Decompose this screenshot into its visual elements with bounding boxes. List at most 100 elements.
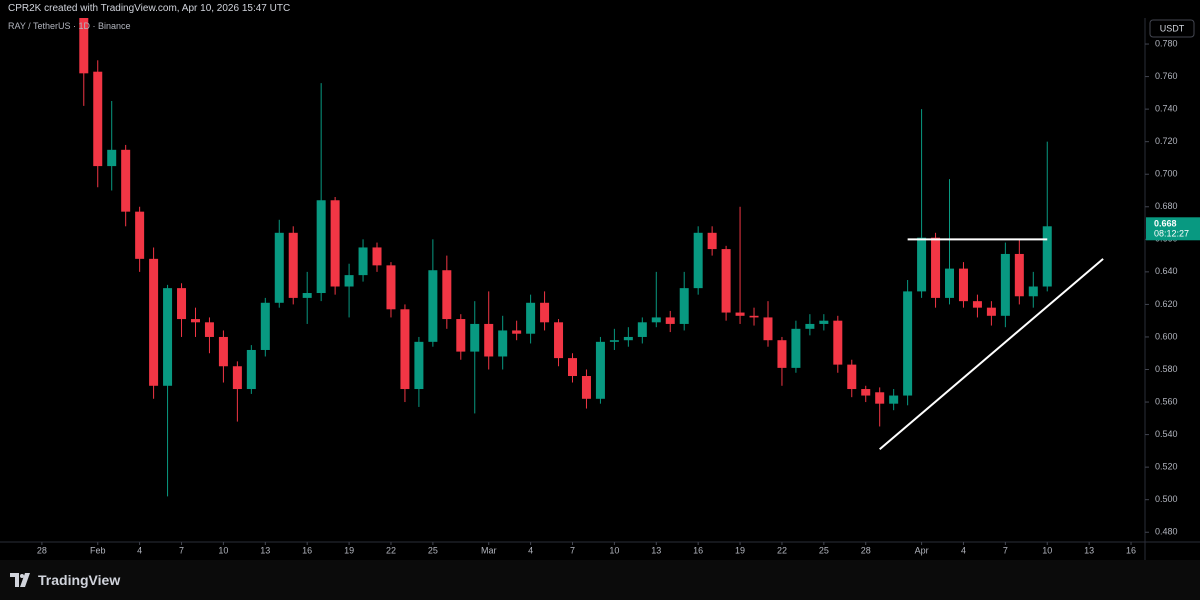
symbol-title: RAY / TetherUS · 1D · Binance	[8, 21, 131, 31]
candle-body	[93, 71, 103, 167]
y-tick-label: 0.640	[1155, 266, 1178, 276]
candle-body	[581, 376, 591, 399]
candle-body	[428, 270, 438, 342]
y-tick-label: 0.780	[1155, 38, 1178, 48]
footer-text: TradingView	[38, 572, 121, 588]
candle-body	[735, 312, 745, 316]
candle-body	[512, 330, 522, 334]
candle-body	[484, 323, 494, 357]
candle-body	[232, 366, 242, 390]
y-tick-label: 0.600	[1155, 331, 1178, 341]
candle-body	[274, 232, 284, 303]
candle-body	[1042, 226, 1052, 287]
candle-body	[246, 349, 256, 390]
x-tick-label: 10	[218, 545, 228, 555]
candle-body	[721, 249, 731, 313]
candle-body	[204, 322, 214, 337]
candle-body	[693, 232, 703, 289]
candle-body	[540, 302, 550, 323]
candle-body	[833, 320, 843, 365]
y-tick-label: 0.480	[1155, 527, 1178, 537]
candle-body	[1028, 286, 1038, 297]
candle-body	[149, 258, 159, 386]
candle-body	[609, 340, 619, 342]
x-tick-label: 16	[1126, 545, 1136, 555]
currency-box	[1149, 19, 1195, 38]
x-tick-label: 28	[861, 545, 871, 555]
candle-body	[917, 237, 927, 292]
logo-icon	[10, 573, 30, 587]
candle-body	[763, 317, 773, 341]
candle-body	[819, 320, 829, 324]
x-tick-label: Apr	[915, 545, 929, 555]
x-tick-label: 16	[302, 545, 312, 555]
candle-body	[456, 319, 466, 352]
footer-logo: TradingView	[10, 572, 120, 588]
y-tick-label: 0.680	[1155, 201, 1178, 211]
candle-body	[945, 268, 955, 298]
x-tick-label: 22	[386, 545, 396, 555]
candle-body	[177, 288, 187, 320]
x-tick-label: 7	[179, 545, 184, 555]
x-tick-label: 13	[1084, 545, 1094, 555]
y-tick-label: 0.540	[1155, 429, 1178, 439]
candle-body	[903, 291, 913, 396]
x-tick-label: 7	[1003, 545, 1008, 555]
countdown-label: 08:12:27	[1154, 229, 1189, 239]
y-tick-label: 0.760	[1155, 71, 1178, 81]
candle-body	[414, 341, 424, 390]
trendline	[879, 258, 1104, 451]
x-tick-label: 19	[735, 545, 745, 555]
currency: USDT	[1160, 23, 1185, 33]
footer-bar	[0, 560, 1200, 600]
candle-body	[121, 149, 131, 212]
candle-body	[595, 341, 605, 399]
candle-body	[805, 323, 815, 329]
candle-body	[470, 323, 480, 352]
y-tick-label: 0.560	[1155, 396, 1178, 406]
candle-body	[749, 315, 759, 318]
candle-body	[777, 340, 787, 368]
candle-body	[526, 302, 536, 334]
candle-body	[386, 265, 396, 310]
candle-body	[218, 336, 228, 367]
y-tick-label: 0.520	[1155, 462, 1178, 472]
y-tick-label: 0.580	[1155, 364, 1178, 374]
x-tick-label: 4	[528, 545, 533, 555]
candle-body	[107, 149, 117, 167]
candle-body	[344, 275, 354, 287]
candle-body	[791, 328, 801, 368]
candle-body	[958, 268, 968, 302]
x-tick-label: 10	[609, 545, 619, 555]
x-tick-label: Mar	[481, 545, 497, 555]
candle-body	[568, 358, 577, 377]
x-tick-label: Feb	[90, 545, 106, 555]
candle-body	[847, 364, 857, 390]
candle-body	[79, 18, 89, 74]
candle-body	[498, 330, 508, 357]
y-tick-label: 0.500	[1155, 494, 1178, 504]
candle-body	[358, 247, 368, 276]
candle-body	[986, 307, 996, 316]
last-price-label: 0.668	[1154, 219, 1177, 229]
x-tick-label: 13	[651, 545, 661, 555]
x-tick-label: 13	[260, 545, 270, 555]
x-tick-label: 16	[693, 545, 703, 555]
candle-body	[665, 317, 675, 324]
x-tick-label: 4	[137, 545, 142, 555]
candle-body	[651, 317, 661, 323]
candle-body	[316, 200, 326, 294]
candle-body	[302, 293, 312, 298]
header: CPR2K created with TradingView.com, Apr …	[8, 3, 291, 14]
plot-area	[79, 18, 1104, 497]
candle-body	[875, 392, 885, 404]
candle-body	[637, 322, 647, 337]
candle-body	[679, 288, 689, 324]
candle-body	[623, 336, 633, 341]
candle-body	[163, 288, 173, 386]
y-tick-label: 0.740	[1155, 104, 1178, 114]
candle-body	[707, 232, 717, 250]
y-tick-label: 0.720	[1155, 136, 1178, 146]
candle-body	[554, 322, 564, 359]
